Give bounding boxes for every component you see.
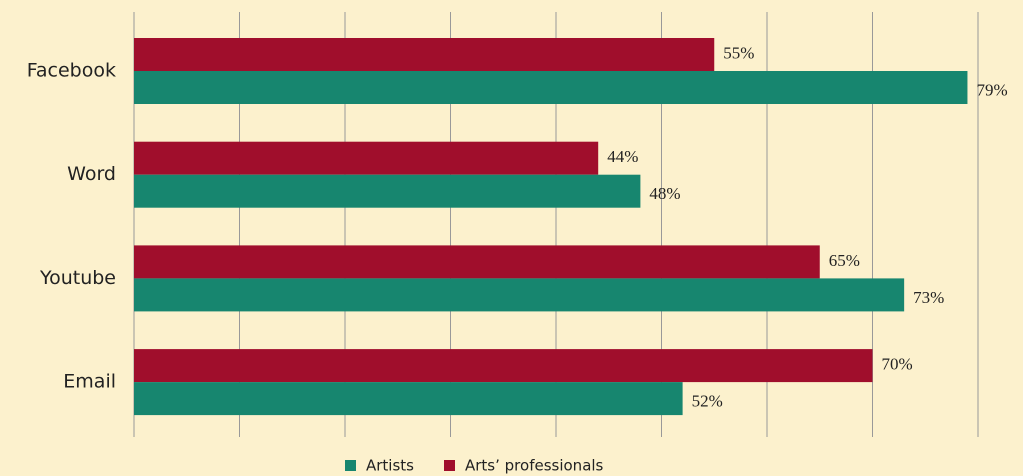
value-label: 48%: [649, 184, 680, 203]
value-label: 65%: [829, 251, 860, 270]
category-label: Word: [67, 163, 116, 185]
bar: [134, 245, 820, 279]
bar: [134, 349, 873, 383]
bar: [134, 38, 715, 71]
value-label: 73%: [913, 288, 944, 307]
value-label: 44%: [607, 147, 638, 166]
value-label: 52%: [692, 392, 723, 411]
bar: [134, 174, 641, 208]
category-label: Youtube: [39, 267, 116, 289]
value-label: 79%: [976, 80, 1007, 99]
bar: [134, 278, 905, 312]
category-label: Facebook: [27, 60, 116, 82]
bar: [134, 382, 683, 416]
value-label: 70%: [882, 355, 913, 374]
legend-label: Arts’ professionals: [465, 457, 604, 475]
legend-label: Artists: [366, 457, 414, 475]
value-label: 55%: [723, 43, 754, 62]
legend-swatch: [345, 460, 356, 471]
bar: [134, 141, 599, 175]
legend-swatch: [444, 460, 455, 471]
category-label: Email: [63, 371, 116, 393]
bar: [134, 71, 968, 104]
